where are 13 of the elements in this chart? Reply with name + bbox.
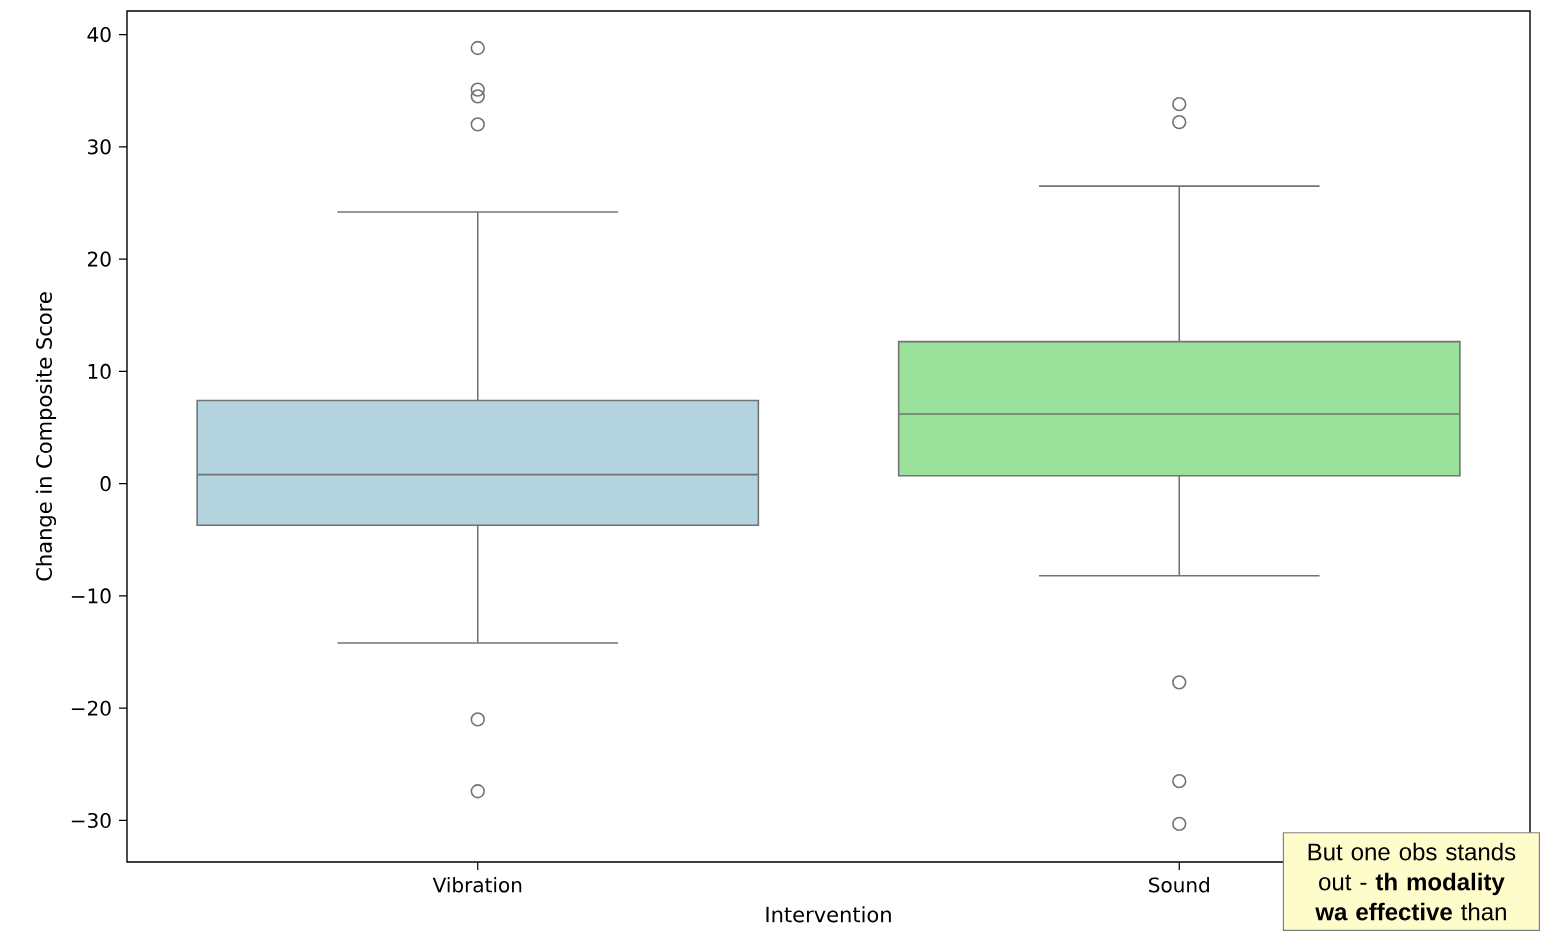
y-tick-label: 20 bbox=[87, 251, 111, 267]
y-tick-label: 40 bbox=[87, 27, 111, 43]
y-tick-label: 30 bbox=[88, 139, 111, 155]
x-axis-title: Intervention bbox=[766, 906, 891, 923]
y-tick-label: −30 bbox=[71, 812, 111, 829]
y-tick-label: −20 bbox=[71, 700, 111, 716]
y-tick-label: −10 bbox=[71, 588, 111, 604]
y-axis-title: Change in Composite Score bbox=[35, 292, 57, 581]
annotation: But one obs stands out - th modality wa effective than bbox=[1308, 842, 1516, 921]
y-tick-label: 0 bbox=[100, 476, 111, 492]
x-tick-label: Sound bbox=[1149, 877, 1209, 893]
x-tick-label: Vibration bbox=[432, 877, 522, 893]
y-tick-label: 10 bbox=[88, 363, 111, 379]
